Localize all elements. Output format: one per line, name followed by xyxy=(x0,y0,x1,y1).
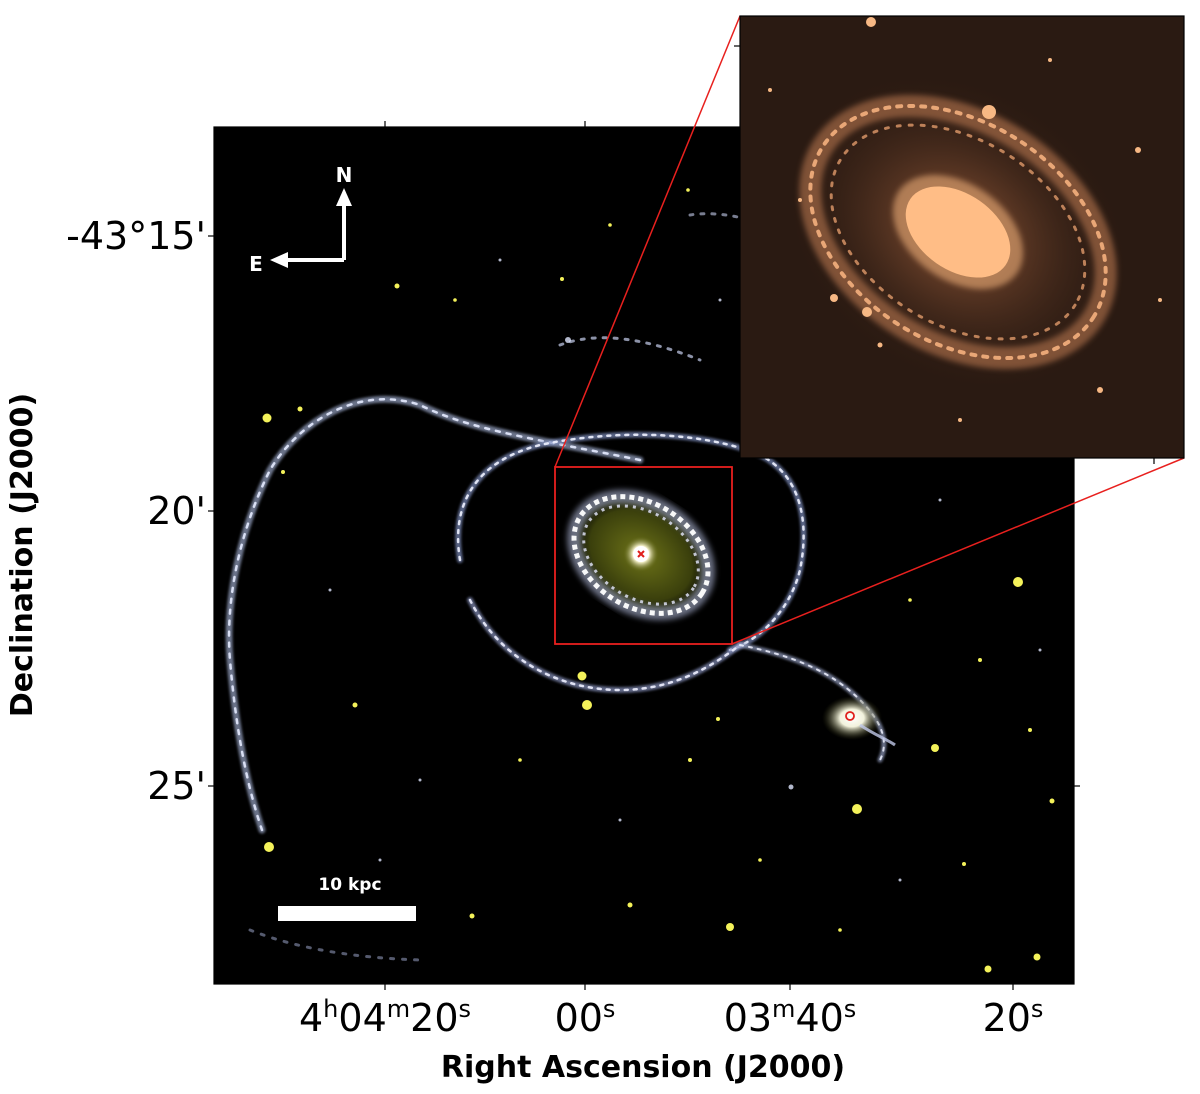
y-axis-title: Declination (J2000) xyxy=(5,393,40,717)
north-arrow-icon xyxy=(336,188,352,206)
scale-bar: 10 kpc xyxy=(278,875,416,921)
ring-knots xyxy=(571,494,711,616)
zoom-box xyxy=(554,466,733,645)
main-panel-frame xyxy=(208,121,1080,990)
inset-frame xyxy=(734,15,1185,464)
x-tick-label: 00s xyxy=(555,995,616,1040)
y-tick-labels: -43°15' 20' 25' xyxy=(66,214,206,808)
x-tick-label: 4h04m20s xyxy=(299,995,471,1040)
x-tick-label: 20s xyxy=(983,995,1044,1040)
x-tick-label: 03m40s xyxy=(724,995,857,1040)
scale-bar-label: 10 kpc xyxy=(318,875,381,895)
inset-panel xyxy=(740,16,1184,458)
y-tick-label: 25' xyxy=(147,764,206,808)
nucleus-x-marker xyxy=(637,550,645,558)
foreground-stars xyxy=(262,188,1055,973)
companion-galaxy xyxy=(822,696,896,747)
compass-east-label: E xyxy=(249,252,263,276)
zoom-connector-lines xyxy=(554,15,1185,645)
inset-stars xyxy=(768,17,1162,422)
main-galaxy xyxy=(567,489,715,621)
compass-north-label: N xyxy=(336,163,353,187)
x-tick-labels: 4h04m20s 00s 03m40s 20s xyxy=(299,995,1043,1040)
companion-circle-marker xyxy=(845,711,855,721)
y-tick-label: 20' xyxy=(147,489,206,533)
scale-bar-rect xyxy=(278,906,416,921)
compass: N E xyxy=(249,163,352,276)
inset-spiral-arms xyxy=(799,94,1117,370)
y-tick-label: -43°15' xyxy=(66,214,206,258)
outer-spiral-arms xyxy=(225,212,887,962)
x-axis-title: Right Ascension (J2000) xyxy=(441,1050,845,1085)
inset-bulge xyxy=(905,186,1011,278)
east-arrow-icon xyxy=(270,252,288,268)
